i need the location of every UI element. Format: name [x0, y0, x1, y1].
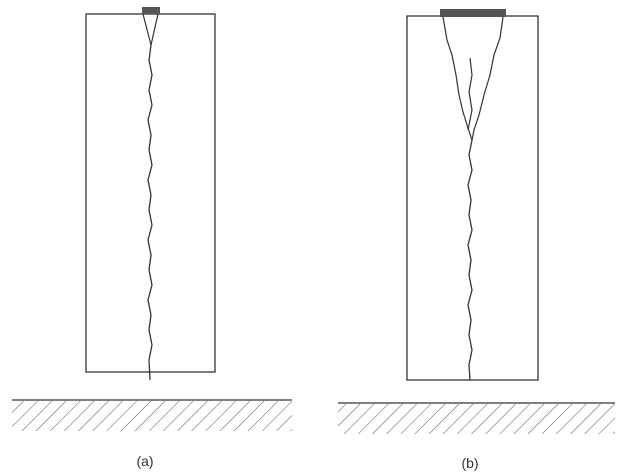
panel-label: (b): [461, 455, 478, 471]
panel-a: (a): [12, 7, 292, 469]
bearing-plate: [440, 9, 506, 17]
crack: [468, 140, 472, 380]
panel-label: (a): [136, 453, 153, 469]
bearing-plate: [142, 7, 160, 14]
diagram: (a) (b): [0, 0, 626, 476]
crack: [148, 45, 152, 380]
panel-b: (b): [338, 9, 615, 471]
crack-cone: [143, 14, 158, 45]
crack-branch: [468, 58, 472, 130]
crack-cone-right: [472, 17, 503, 140]
specimen: [407, 16, 538, 380]
ground-hatch: [338, 404, 615, 434]
ground-hatch: [12, 401, 292, 431]
crack-cone-left: [443, 17, 472, 140]
